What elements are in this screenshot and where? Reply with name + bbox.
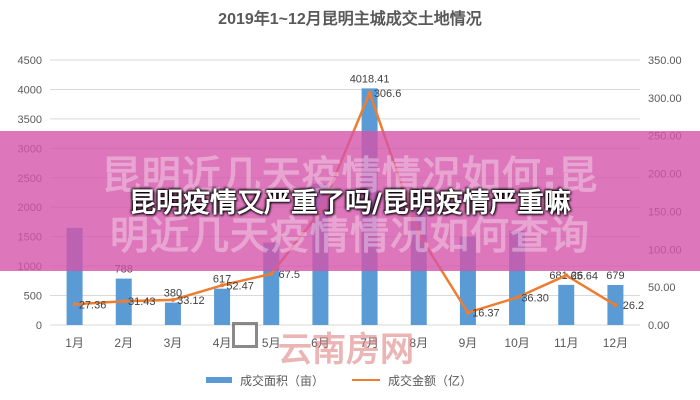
right-axis-tick-label: 300.00 [648, 93, 682, 105]
line-data-label: 33.12 [177, 295, 205, 307]
x-axis-tick-label: 5月 [262, 336, 281, 350]
line-data-label: 36.30 [521, 293, 549, 305]
line-data-label: 31.43 [128, 296, 156, 308]
left-axis-tick-label: 4000 [18, 84, 42, 96]
watermark-logo-icon [232, 322, 258, 348]
line-data-label: 27.36 [79, 299, 107, 311]
overlay-ghost-text-1: 昆明近几天疫情情况如何:昆 [101, 154, 599, 199]
chart-title: 2019年1~12月昆明主城成交土地情况 [218, 9, 482, 28]
line-point [367, 90, 372, 95]
x-axis-tick-label: 4月 [213, 336, 232, 350]
x-axis-tick-label: 3月 [164, 336, 183, 350]
bar-data-label: 380 [164, 288, 182, 300]
watermark: 云南房网 [232, 322, 432, 370]
left-axis-tick-label: 3500 [18, 114, 42, 126]
bar [558, 284, 575, 325]
left-axis-tick-label: 4500 [18, 55, 42, 67]
line-point [564, 273, 569, 278]
line-point [121, 299, 126, 304]
line-data-label: 67.5 [279, 269, 300, 281]
line-point [515, 295, 520, 300]
line-point [465, 310, 470, 315]
bar [164, 302, 181, 325]
line-data-label: 65.64 [570, 270, 598, 282]
bar [214, 288, 231, 325]
right-axis-tick-label: 350.00 [648, 55, 682, 67]
legend-line-label: 成交金额（亿） [388, 373, 472, 388]
watermark-text: 云南房网 [278, 330, 414, 370]
line-point [220, 283, 225, 288]
left-axis-tick-label: 0 [36, 320, 42, 332]
line-point [613, 303, 618, 308]
x-axis-tick-label: 11月 [554, 336, 578, 350]
overlay-ghost-text-2: 明近几天疫情情况如何查询 [109, 214, 590, 259]
x-axis-tick-label: 7月 [360, 336, 379, 350]
x-axis-tick-label: 1月 [65, 336, 84, 350]
bar-data-label: 4018.41 [350, 73, 390, 85]
bar-data-label: 679 [606, 270, 624, 282]
line-point [170, 297, 175, 302]
line-data-label: 52.47 [226, 280, 254, 292]
overlay-banner: 昆明近几天疫情情况如何:昆 明近几天疫情情况如何查询 昆明疫情又严重了吗/昆明疫… [0, 131, 700, 271]
x-axis-tick-label: 6月 [311, 336, 330, 350]
line-data-labels: 27.36 31.43 33.12 52.47 67.5 306.6 16.37 36.30 6… [79, 88, 644, 320]
bar-data-label: 617 [213, 274, 231, 286]
line-data-label: 306.6 [374, 88, 402, 100]
right-axis-tick-label: 50.00 [648, 282, 676, 294]
line-point [72, 302, 77, 307]
line-data-label: 16.37 [472, 308, 500, 320]
line-data-label: 26.2 [623, 300, 644, 312]
x-axis-tick-label: 9月 [459, 336, 478, 350]
x-axis-tick-label: 10月 [504, 336, 529, 350]
legend-bar-swatch [206, 377, 232, 383]
overlay-title: 昆明疫情又严重了吗/昆明疫情严重嘛 [129, 188, 571, 219]
left-axis-tick-label: 500 [24, 291, 42, 303]
x-axis-tick-label: 12月 [603, 336, 628, 350]
legend: 成交面积（亩） 成交金额（亿） [206, 373, 472, 388]
right-axis-tick-label: 0.00 [648, 320, 669, 332]
x-axis-tick-label: 2月 [114, 336, 133, 350]
legend-bar-label: 成交面积（亩） [240, 373, 324, 388]
line-point [269, 271, 274, 276]
x-axis-ticks: 1月 2月 3月 4月 5月 6月 7月 8月 9月 10月 11月 12月 [65, 336, 628, 350]
x-axis-tick-label: 8月 [409, 336, 428, 350]
overlay-banner-background [0, 131, 700, 271]
